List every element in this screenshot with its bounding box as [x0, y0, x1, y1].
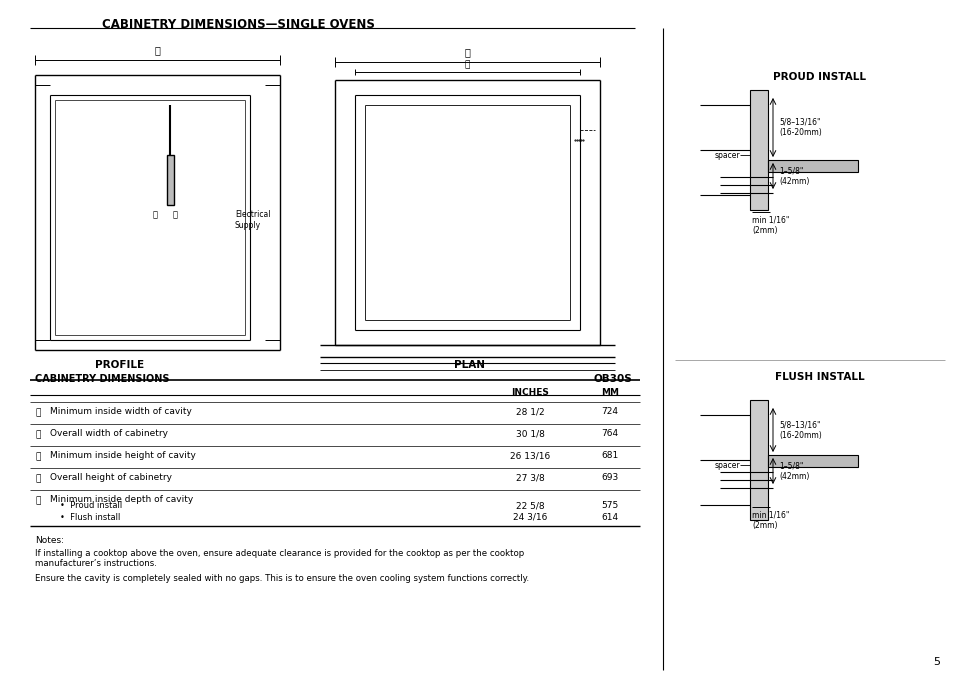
- Text: 1–5/8"
(42mm): 1–5/8" (42mm): [779, 461, 808, 481]
- Text: 5: 5: [932, 657, 939, 667]
- Bar: [767, 160, 857, 172]
- Text: 30 1/8: 30 1/8: [515, 429, 544, 439]
- Text: Electrical
Supply: Electrical Supply: [234, 211, 271, 230]
- Text: If installing a cooktop above the oven, ensure adequate clearance is provided fo: If installing a cooktop above the oven, …: [35, 549, 524, 568]
- Text: spacer: spacer: [714, 460, 740, 470]
- Text: •  Proud install: • Proud install: [60, 502, 122, 510]
- Text: Ensure the cavity is completely sealed with no gaps. This is to ensure the oven : Ensure the cavity is completely sealed w…: [35, 574, 529, 583]
- Text: 22 5/8: 22 5/8: [516, 502, 544, 510]
- Text: 681: 681: [600, 452, 618, 460]
- Text: Ⓒ: Ⓒ: [35, 452, 41, 462]
- Text: spacer: spacer: [714, 151, 740, 159]
- Text: min 1/16"
(2mm): min 1/16" (2mm): [751, 511, 788, 531]
- Text: PROFILE: PROFILE: [95, 360, 145, 370]
- Text: 1–5/8"
(42mm): 1–5/8" (42mm): [779, 166, 808, 186]
- Text: 28 1/2: 28 1/2: [516, 408, 544, 416]
- Text: 575: 575: [600, 502, 618, 510]
- Bar: [749, 400, 767, 520]
- Text: Ⓑ: Ⓑ: [35, 431, 41, 439]
- Bar: [767, 455, 857, 467]
- Text: 26 13/16: 26 13/16: [509, 452, 550, 460]
- Text: 764: 764: [600, 429, 618, 439]
- Text: INCHES: INCHES: [511, 388, 548, 397]
- Text: FLUSH INSTALL: FLUSH INSTALL: [775, 372, 864, 382]
- Text: CABINETRY DIMENSIONS: CABINETRY DIMENSIONS: [35, 374, 170, 384]
- Text: Ⓐ: Ⓐ: [35, 408, 41, 418]
- Text: 724: 724: [601, 408, 618, 416]
- Text: Ⓓ: Ⓓ: [35, 475, 41, 483]
- Text: Ⓒ: Ⓒ: [152, 211, 157, 219]
- Text: 27 3/8: 27 3/8: [515, 473, 544, 483]
- Text: •  Flush install: • Flush install: [60, 512, 120, 522]
- Text: Ⓐ: Ⓐ: [464, 60, 469, 69]
- Text: Minimum inside depth of cavity: Minimum inside depth of cavity: [50, 495, 193, 504]
- Text: CABINETRY DIMENSIONS—SINGLE OVENS: CABINETRY DIMENSIONS—SINGLE OVENS: [102, 18, 375, 31]
- Text: Minimum inside height of cavity: Minimum inside height of cavity: [50, 452, 195, 460]
- Text: MM: MM: [600, 388, 618, 397]
- Text: Notes:: Notes:: [35, 536, 64, 545]
- Text: ⒱: ⒱: [463, 47, 470, 57]
- Text: ⒳: ⒳: [172, 211, 177, 219]
- Text: 693: 693: [600, 473, 618, 483]
- Text: 5/8–13/16"
(16-20mm): 5/8–13/16" (16-20mm): [779, 117, 821, 137]
- Bar: [749, 90, 767, 210]
- Text: ⒱: ⒱: [153, 45, 160, 55]
- Text: 614: 614: [600, 512, 618, 522]
- Text: Overall height of cabinetry: Overall height of cabinetry: [50, 473, 172, 483]
- Text: Minimum inside width of cavity: Minimum inside width of cavity: [50, 408, 192, 416]
- Text: PROUD INSTALL: PROUD INSTALL: [773, 72, 865, 82]
- Text: Ⓔ: Ⓔ: [35, 497, 41, 506]
- Text: PLAN: PLAN: [454, 360, 485, 370]
- Text: min 1/16"
(2mm): min 1/16" (2mm): [751, 216, 788, 236]
- Text: 24 3/16: 24 3/16: [513, 512, 547, 522]
- Text: OB30S: OB30S: [593, 374, 631, 384]
- Bar: [167, 155, 173, 205]
- Text: 5/8–13/16"
(16-20mm): 5/8–13/16" (16-20mm): [779, 421, 821, 439]
- Text: Overall width of cabinetry: Overall width of cabinetry: [50, 429, 168, 439]
